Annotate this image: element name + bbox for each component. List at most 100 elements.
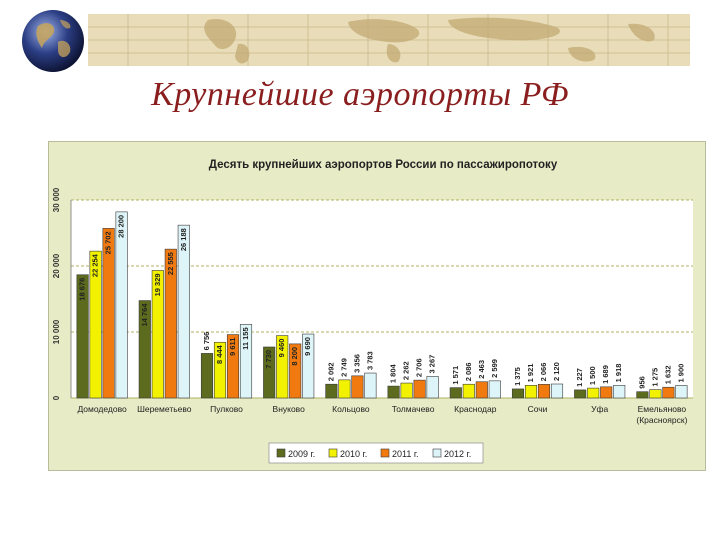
legend-swatch bbox=[328, 448, 338, 458]
data-label: 9 611 bbox=[228, 338, 237, 356]
bars: 18 676 22 254 25 702 28 200 14 764 19 329 22 5… bbox=[76, 211, 688, 399]
data-label: 22 555 bbox=[166, 252, 175, 275]
data-label: 1 632 bbox=[663, 365, 672, 384]
bar bbox=[213, 341, 227, 399]
data-label: 1 500 bbox=[588, 366, 597, 385]
data-label: 2 120 bbox=[552, 362, 561, 381]
bar bbox=[511, 388, 525, 399]
legend-swatch bbox=[380, 448, 390, 458]
bar bbox=[475, 381, 488, 399]
chart-title: Десять крупнейших аэропортов России по п… bbox=[209, 159, 558, 171]
globe-icon bbox=[20, 8, 86, 74]
data-label: 9 460 bbox=[277, 339, 286, 358]
bar bbox=[76, 274, 89, 399]
plot-area bbox=[71, 200, 693, 398]
bar bbox=[537, 384, 551, 399]
data-label: 1 375 bbox=[513, 367, 522, 386]
category-label: Домодедово bbox=[77, 404, 127, 414]
bar bbox=[138, 300, 151, 399]
bar bbox=[102, 228, 115, 399]
data-label: 19 329 bbox=[153, 273, 162, 296]
data-label: 1 921 bbox=[526, 364, 535, 383]
world-map-banner bbox=[88, 14, 690, 66]
bar bbox=[488, 380, 501, 399]
data-label: 28 200 bbox=[117, 215, 126, 238]
category-label: Шереметьево bbox=[137, 404, 192, 414]
data-label: 6 756 bbox=[202, 332, 211, 351]
bar bbox=[413, 379, 426, 399]
data-label: 14 764 bbox=[140, 303, 149, 327]
category-label: Внуково bbox=[273, 404, 306, 414]
data-label: 2 092 bbox=[326, 362, 335, 381]
data-label: 2 706 bbox=[415, 358, 424, 377]
bar bbox=[325, 383, 338, 399]
bar bbox=[302, 333, 315, 399]
data-label: 1 227 bbox=[575, 368, 584, 387]
category-label: (Красноярск) bbox=[636, 415, 687, 425]
y-tick-label: 20 000 bbox=[52, 253, 61, 278]
data-label: 26 188 bbox=[179, 228, 188, 251]
slide-title: Крупнейшие аэропорты РФ bbox=[151, 76, 569, 113]
bar bbox=[200, 353, 214, 399]
data-label: 2 749 bbox=[339, 358, 348, 377]
bar bbox=[289, 343, 302, 399]
bar bbox=[338, 379, 351, 399]
data-label: 2 262 bbox=[402, 361, 411, 380]
bar bbox=[226, 334, 240, 399]
bar-chart: Десять крупнейших аэропортов России по п… bbox=[52, 159, 693, 464]
legend-label: 2010 г. bbox=[340, 449, 367, 459]
bar bbox=[600, 386, 613, 399]
chart-panel: Десять крупнейших аэропортов России по п… bbox=[48, 141, 706, 471]
data-label: 22 254 bbox=[91, 253, 100, 277]
data-label: 2 463 bbox=[477, 360, 486, 379]
bar bbox=[164, 248, 177, 399]
data-label: 25 702 bbox=[104, 231, 113, 254]
legend-swatch bbox=[432, 448, 442, 458]
bar bbox=[115, 211, 128, 399]
y-tick-label: 10 000 bbox=[52, 319, 61, 344]
legend-box bbox=[268, 442, 484, 464]
y-tick-label: 30 000 bbox=[52, 187, 61, 212]
data-label: 3 783 bbox=[365, 351, 374, 370]
bar bbox=[89, 250, 102, 399]
legend-label: 2011 г. bbox=[392, 449, 419, 459]
data-label: 8 444 bbox=[215, 344, 224, 364]
legend-label: 2009 г. bbox=[288, 449, 315, 459]
bar bbox=[177, 224, 190, 399]
bar bbox=[524, 385, 538, 399]
data-label: 2 599 bbox=[490, 359, 499, 378]
legend-swatch bbox=[276, 448, 286, 458]
data-label: 1 689 bbox=[601, 365, 610, 384]
category-label: Сочи bbox=[528, 404, 548, 414]
data-label: 2 086 bbox=[464, 362, 473, 381]
legend: 2009 г. 2010 г. 2011 г. 2012 г. bbox=[268, 442, 484, 464]
legend-label: 2012 г. bbox=[444, 449, 471, 459]
data-label: 1 571 bbox=[451, 366, 460, 385]
bar bbox=[239, 324, 253, 399]
category-label: Емельяново bbox=[638, 404, 687, 414]
data-label: 1 275 bbox=[650, 368, 659, 387]
category-label: Кольцово bbox=[332, 404, 370, 414]
bar bbox=[400, 382, 413, 399]
category-label: Уфа bbox=[591, 404, 608, 414]
data-label: 956 bbox=[637, 376, 646, 389]
data-label: 18 676 bbox=[78, 278, 87, 301]
bar bbox=[649, 389, 662, 399]
data-label: 11 155 bbox=[241, 327, 250, 350]
bar bbox=[574, 389, 587, 399]
data-label: 1 804 bbox=[389, 363, 398, 383]
data-label: 8 200 bbox=[290, 347, 299, 366]
bar bbox=[675, 385, 688, 399]
x-axis: Домодедово Шереметьево Пулково Внуково Кольц… bbox=[77, 404, 687, 425]
data-label: 3 356 bbox=[352, 354, 361, 373]
bar bbox=[364, 372, 377, 399]
data-label: 2 066 bbox=[539, 363, 548, 382]
bar bbox=[462, 383, 475, 399]
bar bbox=[426, 376, 439, 399]
category-label: Краснодар bbox=[454, 404, 497, 414]
data-label: 9 690 bbox=[303, 337, 312, 356]
bar bbox=[263, 346, 276, 399]
data-label: 1 900 bbox=[676, 364, 685, 383]
bar bbox=[449, 387, 462, 399]
data-label: 3 267 bbox=[428, 355, 437, 374]
